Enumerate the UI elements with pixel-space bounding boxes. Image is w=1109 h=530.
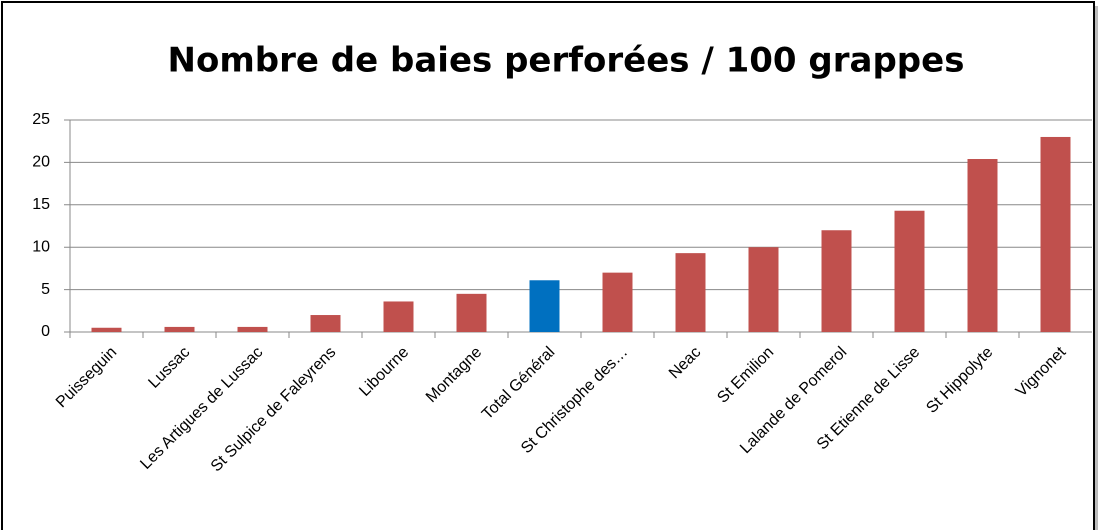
bar <box>1040 136 1071 332</box>
y-tick-label: 20 <box>32 154 50 171</box>
y-tick-label: 25 <box>32 111 50 128</box>
bar <box>821 230 852 332</box>
bar <box>602 272 633 332</box>
bar <box>237 326 268 332</box>
bar <box>164 326 195 332</box>
bar <box>529 280 560 332</box>
bar <box>748 247 779 332</box>
bar <box>383 301 414 332</box>
bar <box>456 293 487 332</box>
bar <box>310 315 341 332</box>
bar <box>967 159 998 332</box>
y-tick-label: 5 <box>41 281 50 298</box>
y-tick-label: 15 <box>32 196 50 213</box>
bar <box>91 327 122 332</box>
y-tick-label: 0 <box>41 323 50 340</box>
chart-title: Nombre de baies perforées / 100 grappes <box>168 41 965 81</box>
bar <box>675 253 706 332</box>
bar <box>894 210 925 332</box>
y-tick-label: 10 <box>32 238 50 255</box>
